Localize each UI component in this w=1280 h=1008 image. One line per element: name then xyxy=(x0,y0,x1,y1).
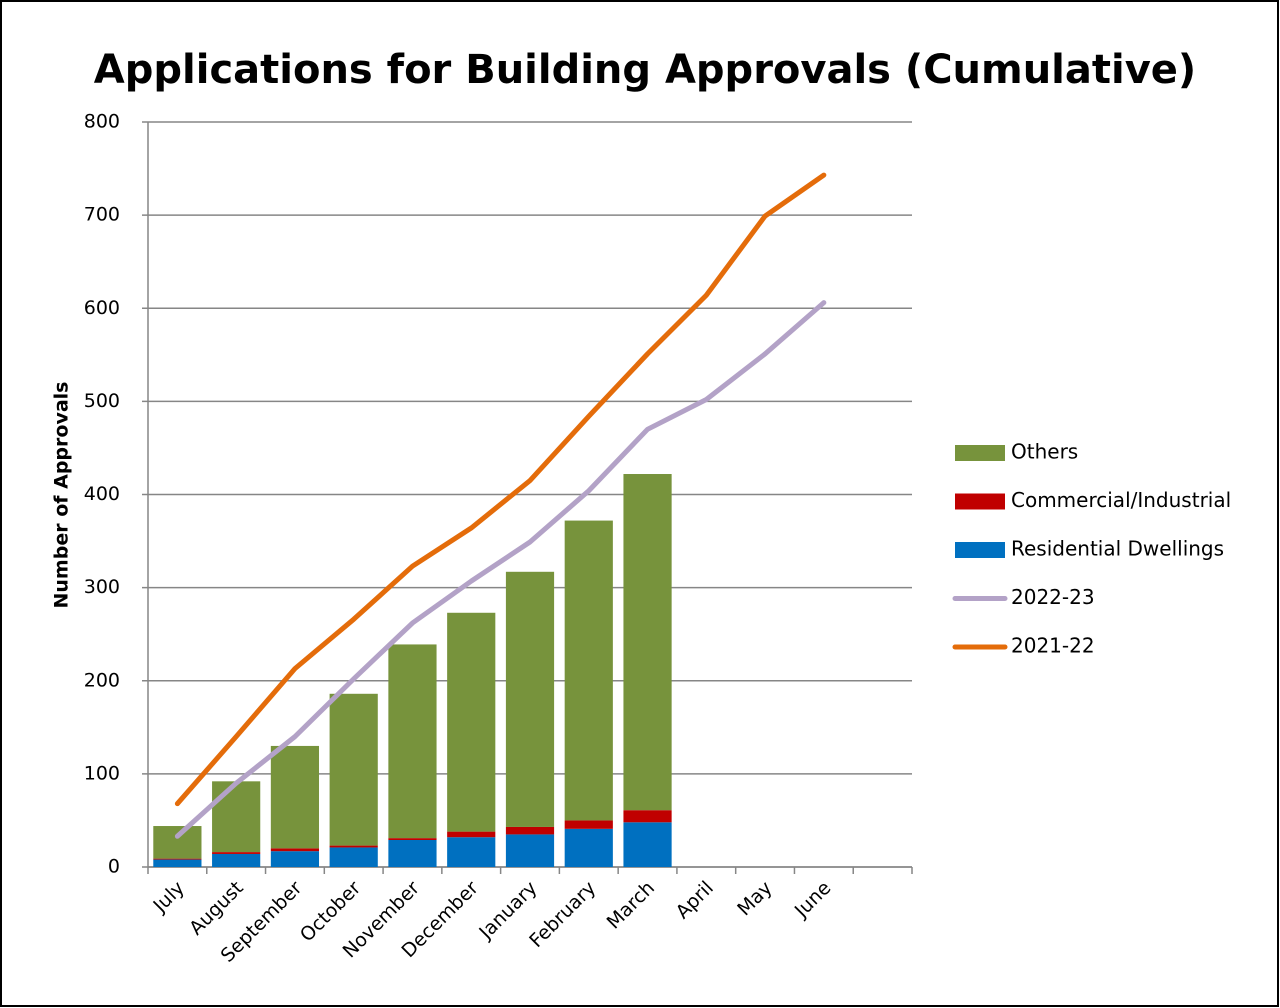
legend-label: Residential Dwellings xyxy=(1011,537,1224,561)
legend-label: 2021-22 xyxy=(1011,634,1095,658)
y-tick-label: 200 xyxy=(84,669,120,691)
bar-segment xyxy=(388,839,437,867)
y-tick-label: 800 xyxy=(84,111,120,133)
bar-segment xyxy=(153,859,202,867)
legend-label: Commercial/Industrial xyxy=(1011,488,1231,512)
bar-segment xyxy=(564,820,613,829)
bar-segment xyxy=(270,745,320,849)
bar-segment xyxy=(212,852,261,854)
y-tick-label: 700 xyxy=(84,204,120,226)
bar-segment xyxy=(564,520,613,821)
bar-segment xyxy=(153,858,202,860)
y-tick-label: 400 xyxy=(84,483,120,505)
y-tick-label: 100 xyxy=(84,762,120,784)
legend-label: Others xyxy=(1011,440,1078,464)
bar-segment xyxy=(388,644,437,839)
bar-segment xyxy=(329,845,378,848)
bar-segment xyxy=(388,838,437,840)
legend-swatch xyxy=(955,445,1005,461)
y-tick-label: 0 xyxy=(108,856,120,878)
bar-segment xyxy=(623,474,672,811)
line-series xyxy=(174,172,827,807)
bar-segment xyxy=(447,612,496,832)
y-tick-label: 300 xyxy=(84,576,120,598)
bar-segment xyxy=(505,571,555,827)
legend-swatch xyxy=(955,542,1005,558)
line-series xyxy=(174,300,827,839)
bar-segment xyxy=(505,834,555,867)
bar-segment xyxy=(212,781,261,853)
y-axis-label: Number of Approvals xyxy=(51,382,73,609)
bar-segment xyxy=(270,851,320,867)
bar-segment xyxy=(212,853,261,867)
bar-segment xyxy=(270,848,320,852)
bar-segment xyxy=(153,826,202,859)
bar-segment xyxy=(623,810,672,823)
y-tick-label: 500 xyxy=(84,390,120,412)
bar-segment xyxy=(447,831,496,838)
bar-segment xyxy=(564,828,613,867)
bar-segment xyxy=(623,822,672,867)
chart-title: Applications for Building Approvals (Cum… xyxy=(94,47,1196,93)
bar-segment xyxy=(329,847,378,867)
y-tick-label: 600 xyxy=(84,297,120,319)
bar-segment xyxy=(447,837,496,867)
bar-segment xyxy=(329,693,378,846)
bar-segment xyxy=(505,826,555,835)
legend-swatch xyxy=(955,493,1005,510)
legend-label: 2022-23 xyxy=(1011,585,1095,609)
